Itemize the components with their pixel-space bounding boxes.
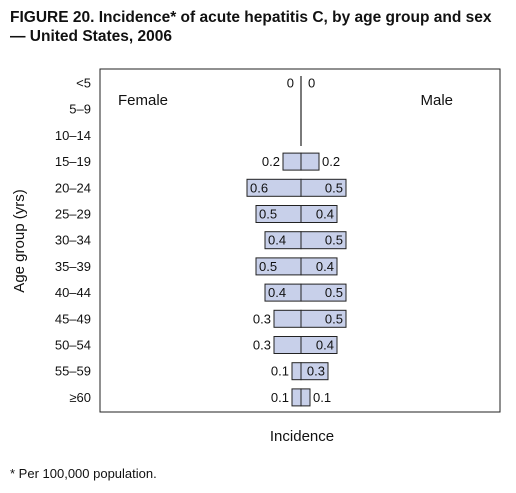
data-label-female: 0.3 — [253, 338, 271, 353]
data-label-male: 0.2 — [322, 154, 340, 169]
x-axis-title: Incidence — [270, 428, 334, 445]
data-label-male: 0.5 — [325, 285, 343, 300]
legend-male: Male — [420, 92, 453, 109]
data-label-female: 0.1 — [271, 364, 289, 379]
y-tick-label: 35–39 — [55, 259, 91, 274]
data-label-male: 0.4 — [316, 259, 334, 274]
data-label-female: 0.4 — [268, 285, 286, 300]
data-label-male: 0 — [308, 76, 315, 91]
legend-female: Female — [118, 92, 168, 109]
bar-female — [291, 362, 302, 381]
y-tick-label: 25–29 — [55, 207, 91, 222]
data-label-male: 0.1 — [313, 390, 331, 405]
footnote: * Per 100,000 population. — [10, 466, 157, 481]
chart-title: FIGURE 20. Incidence* of acute hepatitis… — [10, 9, 492, 45]
y-tick-label: 10–14 — [55, 128, 91, 143]
bar-male — [300, 388, 311, 407]
bar-female — [273, 336, 302, 354]
data-label-female: 0.4 — [268, 233, 286, 248]
data-label-female: 0.3 — [253, 311, 271, 326]
bar-female — [291, 388, 302, 407]
data-label-female: 0 — [287, 76, 294, 91]
bar-male — [300, 362, 329, 381]
data-label-male: 0.3 — [307, 364, 325, 379]
data-labels: 0 0 0.2 0.2 0.6 0.5 0.5 0.4 0.4 0.5 0.5 0.4 0.4 0.5 0.… — [250, 76, 343, 405]
bar-male — [300, 205, 338, 223]
y-tick-label: 40–44 — [55, 285, 91, 300]
data-label-female: 0.5 — [259, 207, 277, 222]
y-tick-label: <5 — [76, 76, 91, 91]
bar-male — [300, 336, 338, 354]
bar-female — [273, 309, 302, 328]
data-label-male: 0.4 — [316, 207, 334, 222]
y-tick-label: 5–9 — [69, 102, 91, 117]
y-tick-label: 30–34 — [55, 233, 91, 248]
bar-male — [300, 178, 347, 197]
y-axis-title: Age group (yrs) — [11, 189, 28, 292]
data-label-male: 0.5 — [325, 180, 343, 195]
y-tick-label: 55–59 — [55, 364, 91, 379]
y-tick-label: ≥60 — [69, 390, 91, 405]
bar-female — [282, 152, 302, 171]
plot-area — [99, 68, 501, 413]
bar-male — [300, 257, 338, 276]
data-label-male: 0.5 — [325, 233, 343, 248]
data-label-male: 0.5 — [325, 311, 343, 326]
data-label-male: 0.4 — [316, 338, 334, 353]
bar-male — [300, 283, 347, 302]
data-label-female: 0.2 — [262, 154, 280, 169]
y-tick-label: 20–24 — [55, 180, 91, 195]
y-tick-labels: <5 5–9 10–14 15–19 20–24 25–29 30–34 35–39 40–44… — [55, 76, 91, 405]
bar-male — [300, 152, 320, 171]
bar-male — [300, 309, 347, 328]
bars — [246, 152, 347, 407]
data-label-female: 0.6 — [250, 180, 268, 195]
data-label-female: 0.1 — [271, 390, 289, 405]
data-label-female: 0.5 — [259, 259, 277, 274]
y-tick-label: 45–49 — [55, 311, 91, 326]
y-tick-label: 15–19 — [55, 154, 91, 169]
y-tick-label: 50–54 — [55, 338, 91, 353]
bar-male — [300, 231, 347, 250]
